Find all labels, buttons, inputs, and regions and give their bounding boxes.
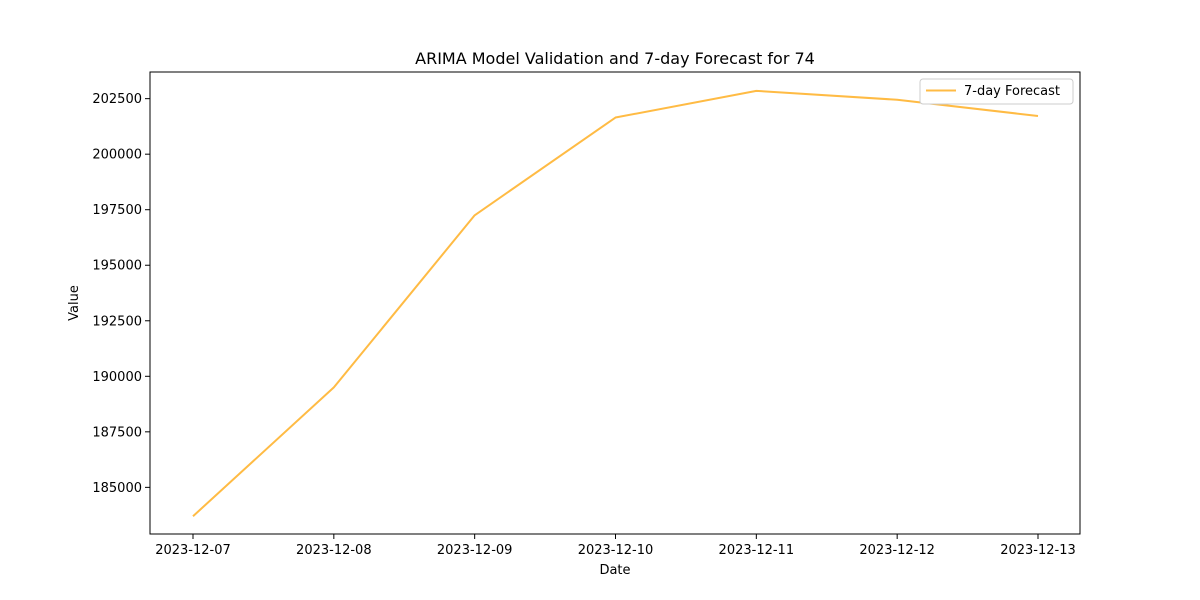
x-tick-label: 2023-12-09: [437, 543, 513, 558]
y-tick-label: 192500: [92, 314, 142, 329]
y-tick-label: 190000: [92, 370, 142, 385]
y-tick-label: 197500: [92, 203, 142, 218]
y-axis-title: Value: [67, 285, 82, 321]
x-axis: 2023-12-07 2023-12-08 2023-12-09 2023-12-10…: [155, 534, 1076, 558]
plot-area-frame: [149, 71, 1081, 535]
y-axis: 185000 187500 190000 192500 195000 197500 2000…: [92, 92, 150, 496]
x-tick-label: 2023-12-12: [859, 543, 935, 558]
y-tick-label: 202500: [92, 92, 142, 107]
y-tick-label: 200000: [92, 148, 142, 163]
x-tick-label: 2023-12-13: [1000, 543, 1076, 558]
series-layer: [192, 89, 1039, 517]
chart-title: ARIMA Model Validation and 7-day Forecas…: [415, 49, 815, 68]
series-line: [192, 89, 1039, 517]
x-tick-label: 2023-12-08: [296, 543, 372, 558]
x-axis-title: Date: [599, 563, 630, 578]
x-tick-label: 2023-12-10: [578, 543, 654, 558]
legend: 7-day Forecast: [919, 78, 1074, 105]
y-tick-label: 195000: [92, 259, 142, 274]
legend-box: [919, 78, 1074, 105]
x-tick-label: 2023-12-11: [719, 543, 795, 558]
y-tick-label: 185000: [92, 481, 142, 496]
x-tick-label: 2023-12-07: [155, 543, 231, 558]
y-tick-label: 187500: [92, 425, 142, 440]
legend-label: 7-day Forecast: [964, 84, 1060, 99]
